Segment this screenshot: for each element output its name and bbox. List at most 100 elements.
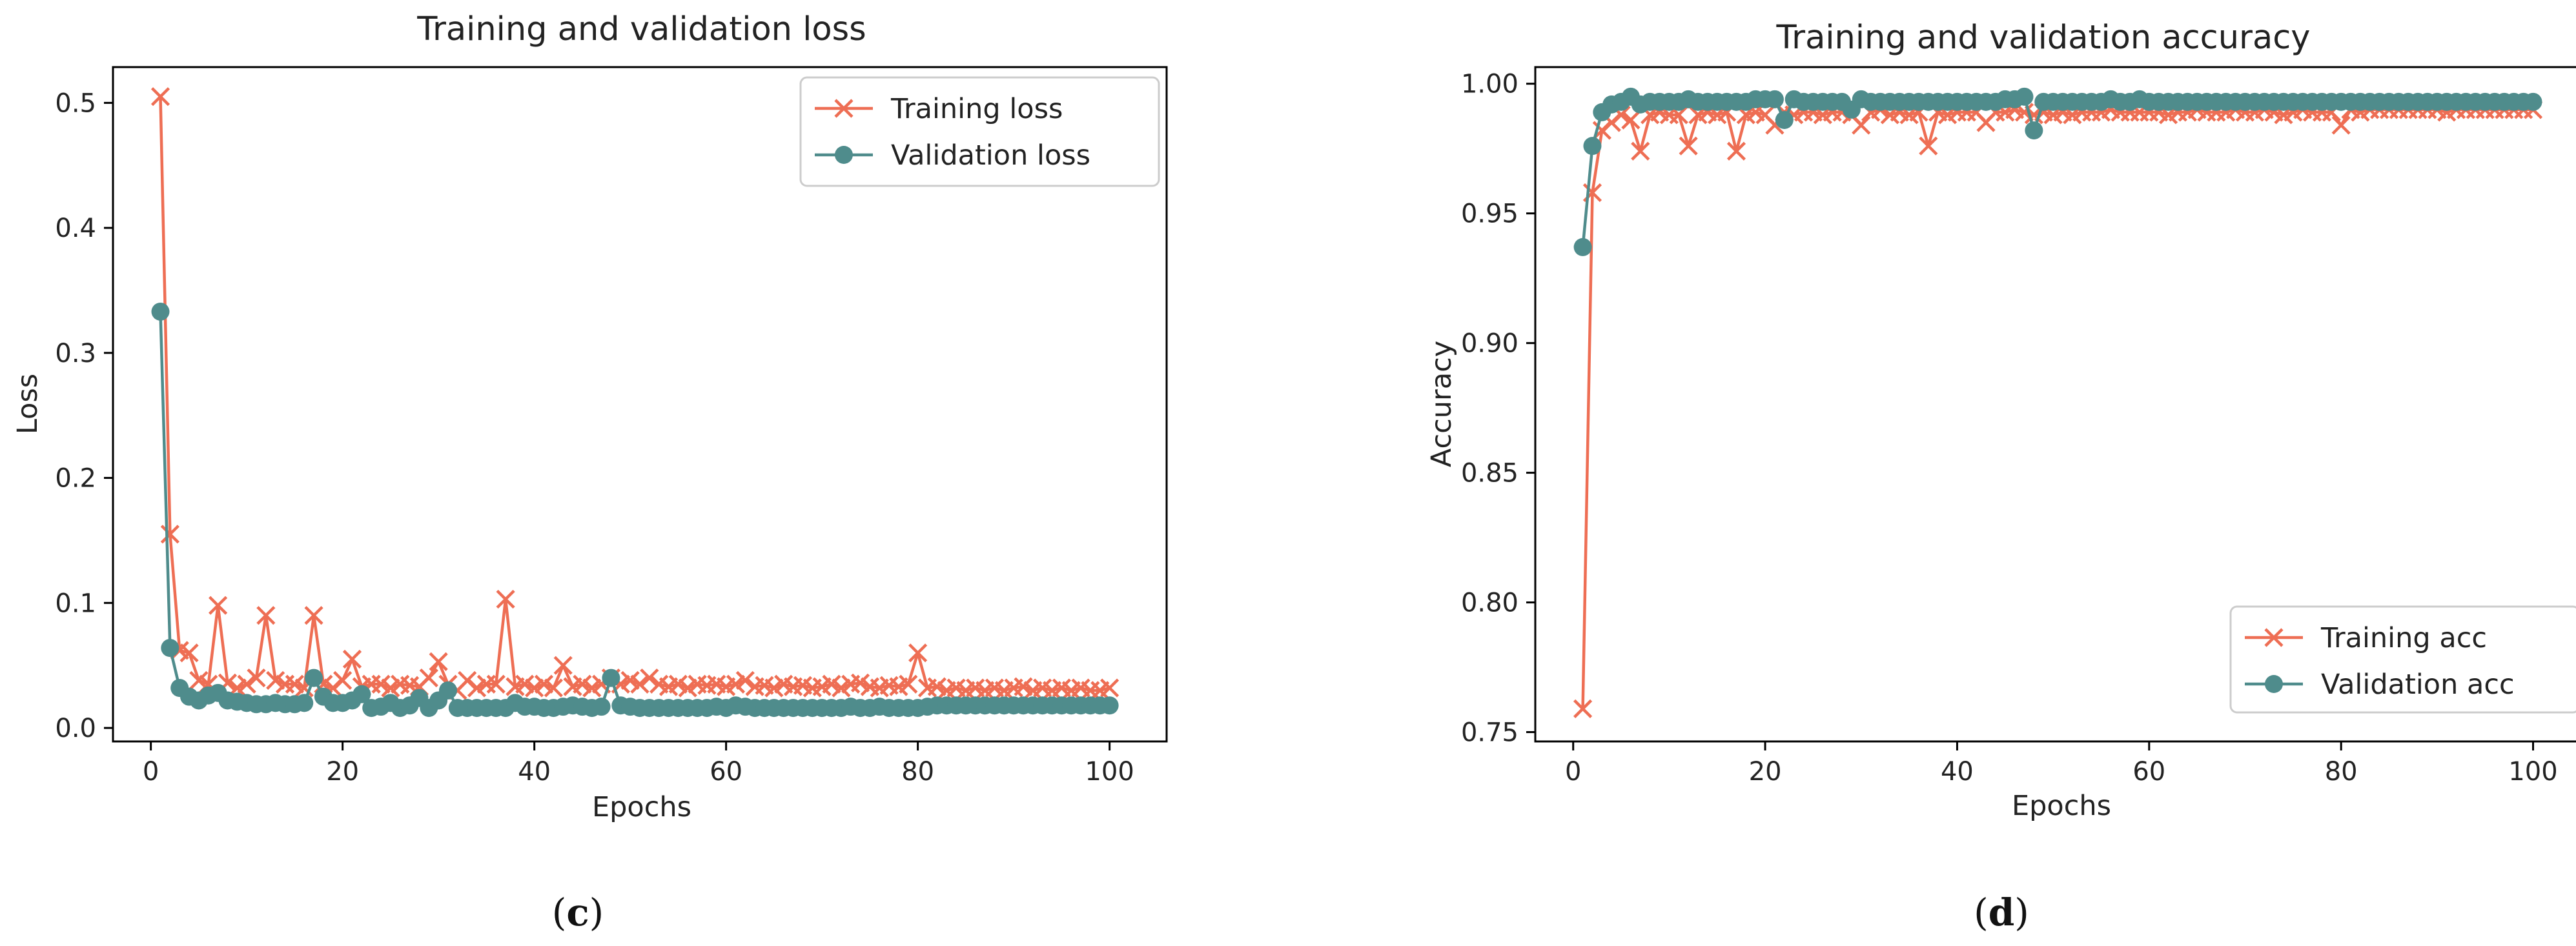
loss-legend-entry-training: Training loss [815,93,1063,125]
loss-training-point [1100,678,1119,698]
loss-training-point [899,674,918,694]
loss-training-point [832,678,851,698]
loss-validation-point [151,302,170,321]
accuracy-training-point [1679,136,1698,156]
loss-training-point [247,668,266,688]
accuracy-y-tick-label: 0.90 [1461,329,1518,359]
loss-validation-point [592,698,611,716]
accuracy-plot-frame [1534,66,2576,743]
accuracy-validation-point [1573,237,1592,256]
loss-training-point [534,674,554,694]
loss-y-tick-label: 0.4 [55,214,96,243]
loss-series-validation-line [159,311,1110,710]
loss-validation-point [353,685,371,703]
loss-x-axis-label: Epochs [592,791,691,823]
accuracy-training-point [1621,110,1641,130]
loss-series-training-line [159,96,1110,692]
accuracy-validation-point [2025,121,2043,140]
loss-training-point [927,677,946,696]
accuracy-y-axis-label: Accuracy [1426,341,1458,467]
loss-training-point [467,678,487,698]
loss-y-axis-label: Loss [12,374,44,434]
accuracy-y-tick-label: 0.95 [1461,199,1518,229]
loss-training-point [515,674,535,694]
loss-x-tick-label: 40 [518,757,551,787]
loss-training-point [735,670,755,690]
loss-y-tick-label: 0.0 [55,714,96,743]
loss-training-point [553,656,573,675]
loss-training-point [496,589,515,609]
loss-training-point [544,678,563,698]
loss-legend: Training loss Validation loss [799,76,1160,187]
loss-training-point [304,606,323,625]
loss-x-tick-label: 20 [326,757,359,787]
accuracy-y-tick-label: 0.80 [1461,589,1518,618]
accuracy-legend-box [2229,605,2576,714]
loss-x-tick-label: 80 [901,757,934,787]
panel-d-caption: (d) [1974,891,2029,934]
accuracy-x-tick-label: 0 [1565,757,1581,787]
loss-training-point [908,643,928,663]
loss-training-point [150,87,170,106]
loss-x-tick-label: 100 [1085,757,1134,787]
accuracy-y-tick-label: 1.00 [1461,70,1518,99]
loss-x-tick-label: 0 [143,757,159,787]
loss-training-point [333,670,353,690]
accuracy-y-tick-label: 0.85 [1461,459,1518,488]
accuracy-validation-point [2015,87,2034,106]
accuracy-training-point [1726,141,1746,161]
accuracy-validation-point [1765,90,1784,108]
loss-legend-label: Validation loss [891,139,1090,172]
loss-validation-point [439,681,458,699]
accuracy-chart-title: Training and validation accuracy [1775,19,2310,57]
loss-validation-point [161,639,179,658]
loss-legend-entry-validation: Validation loss [815,139,1090,172]
loss-validation-point [602,669,620,687]
loss-training-point [381,678,400,698]
accuracy-training-point [1631,141,1650,161]
loss-training-point [678,678,697,698]
accuracy-x-tick-label: 100 [2508,757,2557,787]
accuracy-chart-panel: Training and validation accuracy 0 20 40 60… [1426,19,2576,934]
loss-training-point [419,668,438,688]
loss-chart-panel: Training and validation loss 0 20 40 60 80 10… [12,10,1168,934]
loss-training-point [160,525,179,544]
loss-training-point [630,674,649,694]
loss-training-point [179,643,199,663]
loss-training-point [726,674,746,694]
accuracy-validation-point [1583,137,1602,156]
loss-validation-point [295,694,314,712]
loss-training-point [582,678,602,698]
loss-training-point [256,606,276,625]
loss-training-point [620,670,640,690]
accuracy-x-tick-label: 20 [1749,757,1782,787]
loss-training-point [764,678,784,698]
loss-legend-label: Training loss [890,93,1063,125]
loss-x-tick-label: 60 [710,757,742,787]
loss-y-tick-label: 0.3 [55,339,96,368]
accuracy-x-tick-label: 60 [2132,757,2165,787]
loss-chart-title: Training and validation loss [416,10,866,48]
accuracy-y-tick-label: 0.75 [1461,718,1518,748]
loss-training-point [209,596,228,615]
loss-training-point [285,674,304,694]
loss-plot-frame [112,66,1168,743]
loss-training-point [1014,677,1033,696]
loss-y-tick-label: 0.5 [55,88,96,118]
loss-training-point [458,670,477,690]
loss-training-point [640,668,659,688]
accuracy-x-axis-label: Epochs [2012,790,2111,822]
loss-training-point [822,674,841,694]
accuracy-training-point [1573,699,1593,718]
loss-training-point [525,678,544,698]
loss-training-point [573,674,592,694]
loss-legend-box [799,76,1160,187]
loss-training-point [486,674,506,694]
loss-training-point [850,673,870,692]
loss-training-point [429,652,448,671]
accuracy-legend: Training acc Validation acc [2229,605,2576,714]
accuracy-x-tick-label: 40 [1941,757,1974,787]
panel-c-caption: (c) [552,891,604,934]
loss-training-point [371,674,391,694]
